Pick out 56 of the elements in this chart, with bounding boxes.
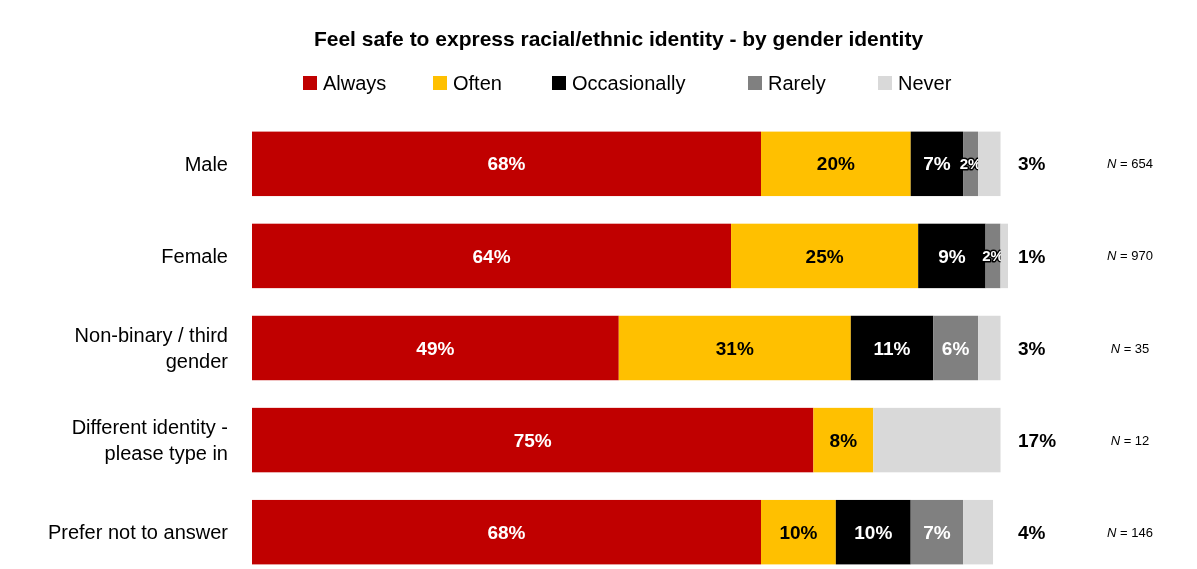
bar <box>978 315 1001 381</box>
text: N = 35 <box>1110 340 1150 356</box>
bar <box>873 407 1001 473</box>
data-label: 68% <box>487 153 526 175</box>
bar <box>910 499 964 565</box>
legend-label: Rarely <box>768 72 826 94</box>
bar <box>963 499 994 565</box>
data-label: 10% <box>854 521 893 543</box>
data-label: 11% <box>873 337 911 359</box>
bar <box>813 407 874 473</box>
bar <box>731 223 919 289</box>
bar <box>252 223 732 289</box>
legend-label: Often <box>453 72 502 94</box>
bar <box>835 499 911 565</box>
text: N = 970 <box>1107 248 1153 264</box>
bar <box>252 499 761 565</box>
y-tick-label: Non-binary / third gender <box>74 324 229 372</box>
bar <box>252 131 761 197</box>
bar <box>618 315 851 381</box>
data-label: 64% <box>472 245 511 267</box>
y-tick-label: Different identity - please type in <box>71 416 228 465</box>
data-label: 20% <box>816 153 855 175</box>
text: N = 654 <box>1107 156 1153 172</box>
data-label: 31% <box>715 337 754 359</box>
data-label: 10% <box>779 521 818 543</box>
data-label: 68% <box>487 521 526 543</box>
data-label: 49% <box>416 337 455 359</box>
bar <box>1000 223 1008 289</box>
bar <box>252 407 814 473</box>
y-tick-label: Female <box>161 244 228 267</box>
bar <box>760 131 911 197</box>
data-label: 25% <box>805 245 844 267</box>
bar <box>760 499 836 565</box>
data-label: 7% <box>923 521 951 543</box>
text: N = 12 <box>1110 432 1150 448</box>
legend-label: Never <box>898 72 952 94</box>
legend-label: Occasionally <box>572 72 686 94</box>
data-label: 75% <box>513 429 552 451</box>
data-label: 4% <box>1018 521 1046 543</box>
data-label: 17% <box>1018 429 1057 451</box>
text: N = 146 <box>1107 524 1153 540</box>
data-label: 9% <box>938 245 966 267</box>
bar <box>978 131 1001 197</box>
data-label: 1% <box>1018 245 1046 267</box>
bar <box>933 315 979 381</box>
bar <box>850 315 934 381</box>
legend-label: Always <box>323 72 387 94</box>
data-label: 6% <box>941 337 970 359</box>
chart-title: Feel safe to express racial/ethnic identity - by gender identity <box>313 27 924 50</box>
data-label: 3% <box>1018 153 1046 175</box>
y-tick-label: Prefer not to answer <box>47 521 229 544</box>
data-label: 8% <box>829 429 858 451</box>
data-label: 7% <box>923 153 951 175</box>
y-tick-label: Male <box>184 152 228 175</box>
bar <box>252 315 619 381</box>
data-label: 3% <box>1018 337 1046 359</box>
